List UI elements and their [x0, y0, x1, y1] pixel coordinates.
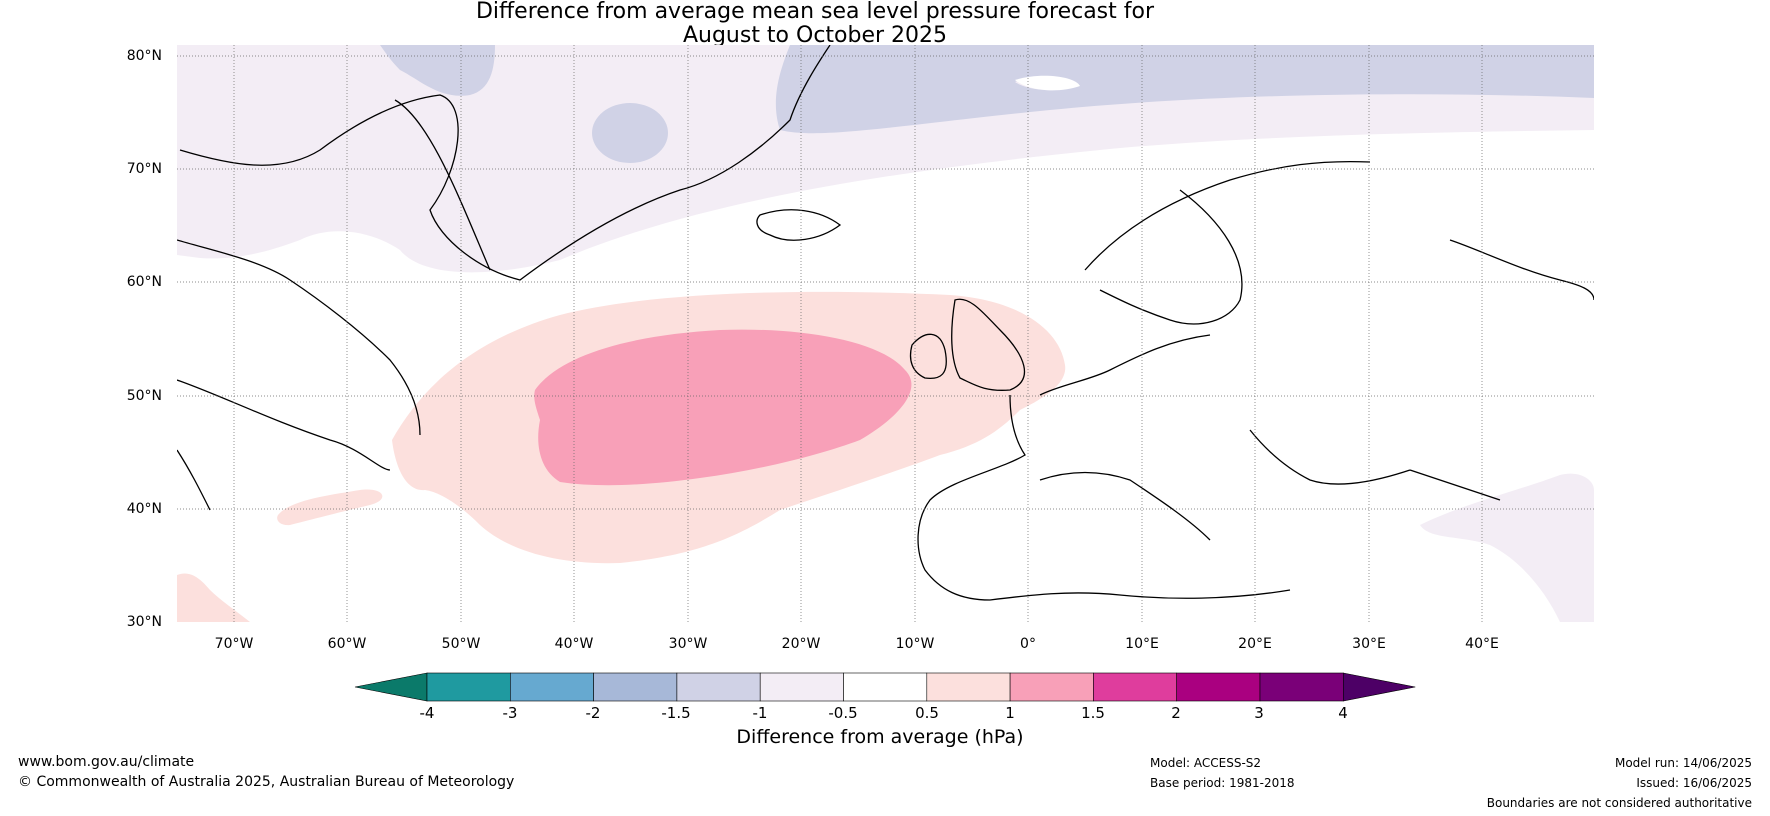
colorbar-segment [759, 672, 844, 702]
colorbar-segment [593, 672, 678, 702]
anomaly-region-neg-light [177, 45, 1594, 273]
gridlines [177, 45, 1594, 622]
lat-label-30n: 30°N [126, 614, 162, 630]
lat-label-60n: 60°N [126, 274, 162, 290]
title-line-2: August to October 2025 [682, 23, 948, 48]
coastlines [177, 45, 1594, 601]
footer-issued: Issued: 16/06/2025 [1636, 776, 1752, 790]
footer-website: www.bom.gov.au/climate [18, 754, 195, 770]
colorbar-segment [1259, 672, 1344, 702]
lon-label-30w: 30°W [668, 636, 708, 652]
colorbar-tick: -0.5 [828, 704, 858, 722]
colorbar-segment [1093, 672, 1178, 702]
colorbar-segment [1176, 672, 1261, 702]
colorbar-extend-low [354, 672, 428, 702]
anomaly-region-neg-medium [775, 45, 1594, 134]
footer-model: Model: ACCESS-S2 [1150, 756, 1262, 770]
colorbar-title: Difference from average (hPa) [736, 726, 1024, 748]
colorbar-tick: -4 [419, 704, 435, 722]
colorbar-tick: 1.5 [1081, 704, 1105, 722]
anomaly-region-pos-light-2 [277, 489, 383, 526]
title-line-1: Difference from average mean sea level p… [475, 0, 1155, 24]
lon-label-50w: 50°W [441, 636, 481, 652]
anomaly-region-neg-east [1420, 473, 1594, 622]
colorbar-tick: -1 [752, 704, 768, 722]
lon-label-70w: 70°W [214, 636, 254, 652]
colorbar-extend-high [1343, 672, 1416, 702]
colorbar-tick: 4 [1338, 704, 1348, 722]
footer-base-period: Base period: 1981-2018 [1150, 776, 1295, 790]
lon-label-30e: 30°E [1352, 636, 1386, 652]
lon-label-40w: 40°W [554, 636, 594, 652]
footer-disclaimer: Boundaries are not considered authoritat… [1486, 796, 1752, 810]
colorbar-tick: 1 [1005, 704, 1015, 722]
colorbar-tick: -3 [502, 704, 518, 722]
lon-label-40e: 40°E [1465, 636, 1499, 652]
anomaly-region-neg-medium-2 [380, 45, 495, 96]
colorbar-segment [1009, 672, 1094, 702]
anomaly-region-pos-medium [534, 329, 912, 486]
lat-label-50n: 50°N [126, 388, 162, 404]
anomaly-region-neg-medium-3 [592, 103, 668, 163]
colorbar-tick: 3 [1254, 704, 1264, 722]
anomaly-region-neutral-iceland [1015, 75, 1080, 91]
colorbar-segment [676, 672, 761, 702]
lon-label-10w: 10°W [895, 636, 935, 652]
colorbar-segment [509, 672, 594, 702]
colorbar-tick: -2 [585, 704, 601, 722]
footer-copyright: © Commonwealth of Australia 2025, Austra… [18, 774, 515, 790]
colorbar-tick: 0.5 [915, 704, 939, 722]
lat-label-70n: 70°N [126, 161, 162, 177]
chart-title: Difference from average mean sea level p… [0, 0, 1630, 48]
colorbar-segment [926, 672, 1011, 702]
footer-model-run: Model run: 14/06/2025 [1614, 756, 1752, 770]
lon-label-0: 0° [1020, 636, 1036, 652]
colorbar-segment [843, 672, 928, 702]
lon-label-20e: 20°E [1238, 636, 1272, 652]
colorbar-tick: -1.5 [661, 704, 691, 722]
lat-label-40n: 40°N [126, 501, 162, 517]
lon-label-20w: 20°W [781, 636, 821, 652]
lon-label-10e: 10°E [1125, 636, 1159, 652]
lat-label-80n: 80°N [126, 48, 162, 64]
colorbar-tick: 2 [1171, 704, 1181, 722]
lon-label-60w: 60°W [327, 636, 367, 652]
colorbar-segment [426, 672, 511, 702]
anomaly-region-pos-light-3 [177, 573, 250, 622]
